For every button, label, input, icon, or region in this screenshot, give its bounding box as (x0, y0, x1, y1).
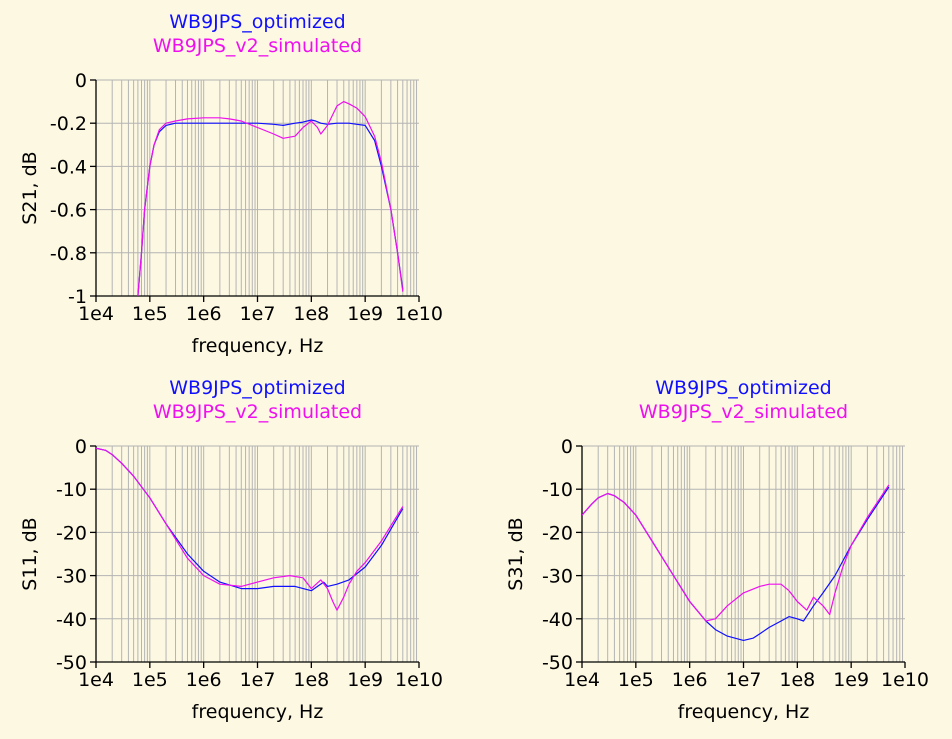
x-tick-label: 1e6 (186, 669, 222, 691)
y-tick-label: -30 (56, 566, 87, 588)
x-tick-label: 1e9 (833, 669, 869, 691)
y-axis-label: S11, dB (19, 517, 41, 590)
x-tick-label: 1e5 (132, 669, 168, 691)
y-axis-label: S31, dB (505, 517, 527, 590)
y-tick-label: -10 (542, 479, 573, 501)
x-axis-label: frequency, Hz (678, 701, 810, 723)
y-tick-label: -30 (542, 566, 573, 588)
x-tick-label: 1e8 (293, 303, 329, 325)
y-axis-label: S21, dB (19, 151, 41, 224)
y-tick-label: 0 (561, 436, 573, 458)
y-tick-label: 0 (75, 70, 87, 92)
x-tick-label: 1e4 (78, 669, 114, 691)
series-line-magenta (137, 100, 404, 297)
chart-title-line-2: WB9JPS_v2_simulated (639, 401, 848, 423)
x-tick-label: 1e4 (78, 303, 114, 325)
x-tick-label: 1e9 (347, 669, 383, 691)
x-tick-label: 1e7 (240, 669, 276, 691)
x-tick-label: 1e5 (132, 303, 168, 325)
y-tick-label: -40 (56, 609, 87, 631)
y-tick-label: -1 (68, 286, 87, 308)
x-tick-label: 1e8 (779, 669, 815, 691)
chart-title-line-2: WB9JPS_v2_simulated (153, 401, 362, 423)
x-tick-label: 1e7 (240, 303, 276, 325)
x-tick-label: 1e10 (395, 303, 443, 325)
y-tick-label: -20 (56, 522, 87, 544)
y-tick-label: -50 (56, 652, 87, 674)
y-tick-label: -0.8 (50, 243, 87, 265)
y-tick-label: -0.6 (50, 200, 87, 222)
chart-title-line-1: WB9JPS_optimized (169, 11, 345, 33)
y-tick-label: -0.4 (50, 156, 87, 178)
chart-title-line-1: WB9JPS_optimized (655, 377, 831, 399)
chart-title-line-1: WB9JPS_optimized (169, 377, 345, 399)
y-tick-label: 0 (75, 436, 87, 458)
x-tick-label: 1e9 (347, 303, 383, 325)
x-tick-label: 1e4 (564, 669, 600, 691)
x-tick-label: 1e6 (672, 669, 708, 691)
series-group (582, 484, 890, 642)
y-tick-label: -20 (542, 522, 573, 544)
series-group (137, 100, 404, 297)
grid-lines (95, 79, 419, 297)
y-tick-label: -10 (56, 479, 87, 501)
y-tick-label: -0.2 (50, 113, 87, 135)
x-tick-label: 1e10 (881, 669, 929, 691)
x-tick-label: 1e7 (726, 669, 762, 691)
y-tick-label: -50 (542, 652, 573, 674)
series-line-magenta (582, 484, 890, 622)
x-tick-label: 1e5 (618, 669, 654, 691)
x-tick-label: 1e6 (186, 303, 222, 325)
grid-lines (95, 445, 419, 663)
series-group (96, 447, 404, 611)
series-line-magenta (96, 447, 404, 611)
y-tick-label: -40 (542, 609, 573, 631)
chart-title-line-2: WB9JPS_v2_simulated (153, 35, 362, 57)
x-tick-label: 1e8 (293, 669, 329, 691)
x-axis-label: frequency, Hz (192, 701, 324, 723)
x-tick-label: 1e10 (395, 669, 443, 691)
x-axis-label: frequency, Hz (192, 335, 324, 357)
